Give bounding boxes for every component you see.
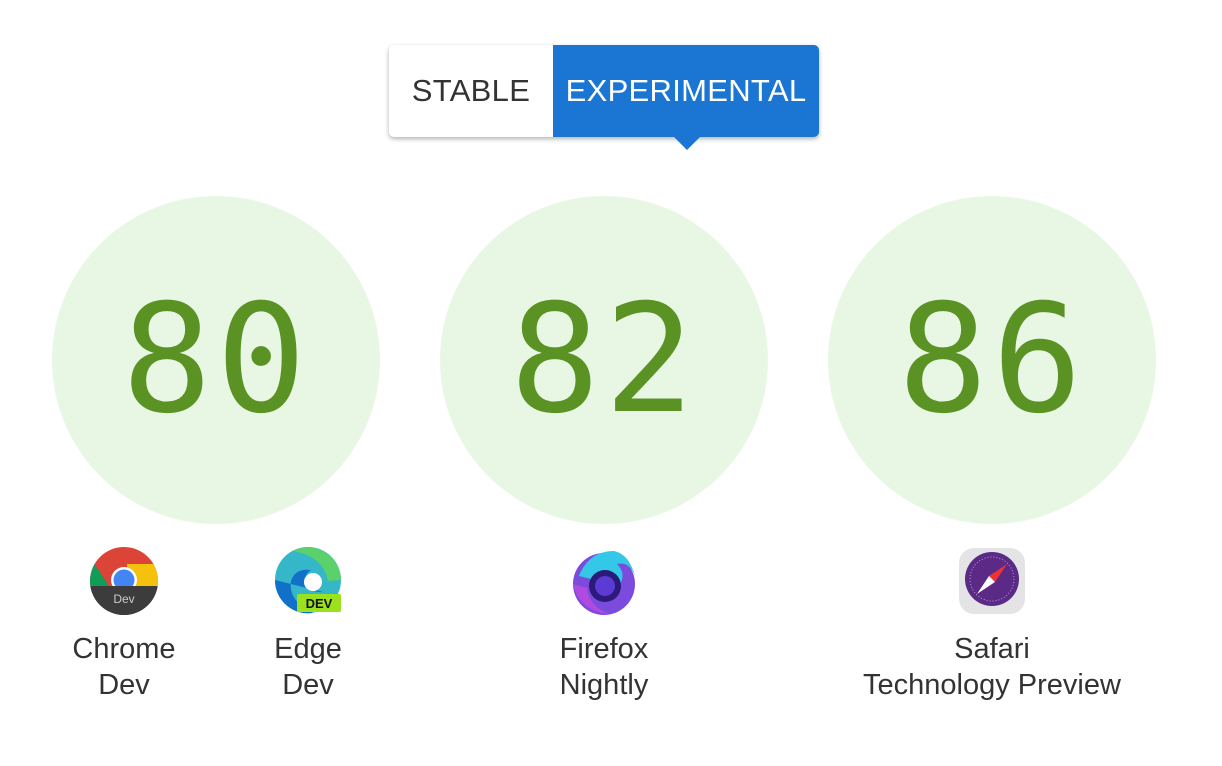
score-circle-chrome-edge: 80 (52, 196, 380, 524)
edge-dev-badge: DEV (306, 596, 333, 611)
safari-technology-preview-icon (959, 548, 1025, 614)
chrome-dev-icon: Dev (90, 547, 158, 615)
score-value: 82 (509, 273, 699, 447)
browser-edge-dev: DEV Edge Dev (148, 546, 468, 703)
browser-name-line2: Dev (98, 669, 150, 701)
browser-name-line2: Dev (282, 669, 334, 701)
edge-dev-icon: DEV (274, 547, 341, 614)
score-value: 80 (121, 273, 311, 447)
browser-name-line2: Technology Preview (863, 669, 1121, 701)
score-circle-firefox: 82 (440, 196, 768, 524)
firefox-nightly-icon (573, 551, 635, 615)
selected-pointer (674, 137, 700, 150)
browser-chrome-dev: Dev Chrome Dev (0, 546, 284, 703)
browser-safari-technology-preview: Safari Technology Preview (832, 546, 1152, 703)
browser-name-line1: Safari (954, 633, 1030, 665)
tab-experimental[interactable]: EXPERIMENTAL (553, 45, 819, 150)
score-value: 86 (897, 273, 1087, 447)
browser-name-line2: Nightly (559, 669, 649, 701)
tab-stable[interactable]: STABLE (411, 73, 531, 108)
chrome-dev-badge: Dev (113, 592, 134, 606)
browser-name-line1: Edge (274, 633, 342, 665)
tab-experimental-label: EXPERIMENTAL (565, 73, 807, 108)
browser-name-line1: Chrome (72, 633, 176, 665)
browser-name-line1: Firefox (559, 633, 649, 665)
channel-toggle: STABLE EXPERIMENTAL (389, 45, 819, 150)
score-circle-safari: 86 (828, 196, 1156, 524)
browser-firefox-nightly: Firefox Nightly (444, 546, 764, 703)
